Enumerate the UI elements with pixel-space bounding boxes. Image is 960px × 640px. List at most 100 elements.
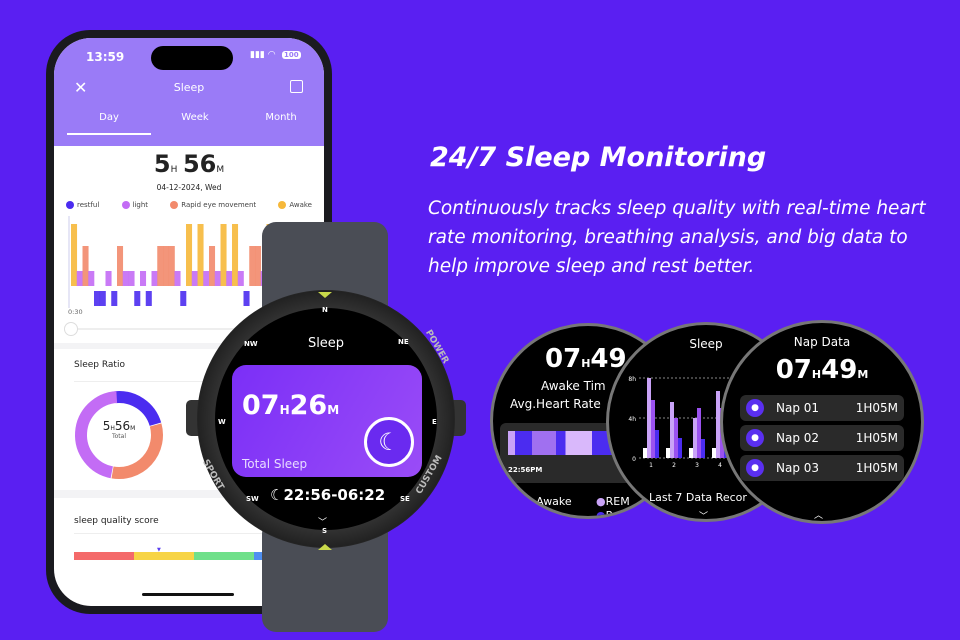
stage-bar-light — [122, 271, 129, 286]
hours: 5 — [102, 419, 111, 433]
minutes: 26 — [289, 390, 328, 421]
bezel-marker-top — [318, 292, 332, 298]
close-icon[interactable]: ✕ — [74, 78, 88, 97]
sleepy-face-icon: ● — [746, 399, 764, 417]
stage-bar-light — [88, 271, 95, 286]
bar — [701, 439, 705, 458]
watch-screen-nap: Nap Data 07H49M — [720, 320, 924, 524]
divider — [74, 381, 314, 382]
legend-item: restful — [66, 201, 99, 209]
stage-bar-restful — [94, 291, 101, 306]
nap-item[interactable]: ● Nap 02 1H05M — [740, 425, 904, 451]
legend-label: Re — [605, 509, 620, 519]
legend-label: light — [132, 201, 149, 209]
nap-item[interactable]: ● Nap 03 1H05M — [740, 455, 904, 481]
h-unit: H — [170, 165, 178, 175]
total-label: Total — [111, 433, 126, 440]
divider — [54, 343, 324, 349]
compass-n: N — [322, 306, 328, 314]
awake-time-label: Awake Tim — [541, 379, 606, 393]
score-marker-icon: ▼ — [157, 547, 161, 553]
legend-dot — [170, 201, 179, 209]
nap-item[interactable]: ● Nap 01 1H05M — [740, 395, 904, 421]
last-7-records-label: Last 7 Data Recor — [649, 491, 747, 504]
hours: 07 — [545, 344, 582, 374]
stage-bar-light — [214, 271, 221, 286]
sleep-bar-chart: 0 4h 8h 1 2 3 4 — [628, 376, 729, 469]
nap-name: Nap 01 — [776, 401, 820, 415]
moon-star-icon: ☾ — [364, 417, 414, 467]
stage-bar-rem — [255, 246, 262, 286]
m-unit: M — [857, 368, 869, 381]
stage-bar-light — [105, 271, 112, 286]
stage-bar-awake — [186, 224, 193, 286]
stage-bar-rem — [168, 246, 175, 286]
legend-label: REM — [605, 495, 630, 508]
stage-bar-awake — [232, 224, 239, 286]
tab-month[interactable]: Month — [265, 112, 297, 123]
timeline-slider[interactable] — [68, 328, 308, 330]
stage-bar-restful — [180, 291, 187, 306]
start-time: 22:56PM — [508, 466, 543, 474]
stage-bar-awake — [71, 224, 78, 286]
minutes: 49 — [821, 355, 858, 385]
stage-bar-light — [191, 271, 198, 286]
stage-bar-rem — [249, 246, 256, 286]
x-tick-label: 4 — [718, 462, 722, 469]
stage-bar-restful — [99, 291, 106, 306]
tab-week[interactable]: Week — [181, 112, 209, 123]
bar — [674, 418, 678, 458]
calendar-icon[interactable] — [290, 80, 303, 93]
app-header: 13:59 ▮▮▮ ◠ 100 ✕ Sleep Day Week Month — [54, 38, 324, 146]
sleep-legend: restful light Rapid eye movement Awake — [66, 201, 312, 209]
legend-awake: ● Awake — [523, 495, 572, 508]
chevron-down-icon[interactable]: ﹀ — [318, 518, 328, 528]
chevron-up-icon[interactable]: ︿ — [814, 511, 824, 521]
legend-label: Awake — [289, 201, 312, 209]
hours: 5 — [153, 150, 171, 178]
battery-icon: 100 — [282, 51, 301, 59]
signal-wifi-icon: ▮▮▮ ◠ — [250, 50, 276, 60]
screen-title: Sleep — [689, 337, 723, 351]
sleepy-face-icon: ● — [746, 459, 764, 477]
sleep-ratio-title: Sleep Ratio — [74, 360, 125, 370]
legend-label: Rapid eye movement — [181, 201, 257, 209]
donut-slice-restful — [114, 391, 162, 427]
m-unit: M — [130, 425, 136, 432]
legend-label: restful — [77, 201, 100, 209]
y-tick-label: 0 — [632, 456, 636, 463]
bar — [678, 438, 682, 458]
chevron-down-icon[interactable]: ﹀ — [699, 512, 709, 522]
h-unit: H — [110, 425, 115, 432]
x-tick-label: 1 — [649, 462, 653, 469]
nap-name: Nap 02 — [776, 431, 820, 445]
legend-rem: ●REM — [596, 495, 630, 508]
dynamic-island — [151, 46, 233, 70]
minutes: 56 — [114, 419, 131, 433]
legend-dot — [278, 201, 287, 209]
stage-bar-light — [76, 271, 83, 286]
legend-item: light — [121, 201, 149, 209]
slider-handle[interactable] — [64, 322, 78, 336]
compass-s: S — [322, 527, 328, 535]
total-sleep: 5H 56M — [54, 150, 324, 178]
legend-label: Awake — [536, 495, 572, 508]
sleepy-face-icon: ● — [746, 429, 764, 447]
heading: 24/7 Sleep Monitoring — [430, 142, 767, 173]
total-sleep-card[interactable]: 07H26M Total Sleep ☾ — [232, 365, 422, 477]
divider — [54, 490, 324, 498]
tab-day[interactable]: Day — [99, 112, 119, 123]
range-text: 22:56-06:22 — [283, 486, 386, 504]
compass-w: W — [218, 418, 226, 426]
sleep-stage-chart — [68, 216, 302, 308]
stage-bar-awake — [220, 224, 227, 286]
stage-bar-rem — [117, 246, 124, 286]
chart-start-label: 0:30 — [68, 308, 83, 316]
donut-center-total: 5H56M Total — [74, 419, 164, 440]
stage-bar-light — [128, 271, 135, 286]
compass-e: E — [432, 418, 437, 426]
quality-segment — [134, 552, 194, 560]
bar — [655, 430, 659, 458]
h-unit: H — [811, 368, 822, 381]
stage-bar-rem — [163, 246, 170, 286]
